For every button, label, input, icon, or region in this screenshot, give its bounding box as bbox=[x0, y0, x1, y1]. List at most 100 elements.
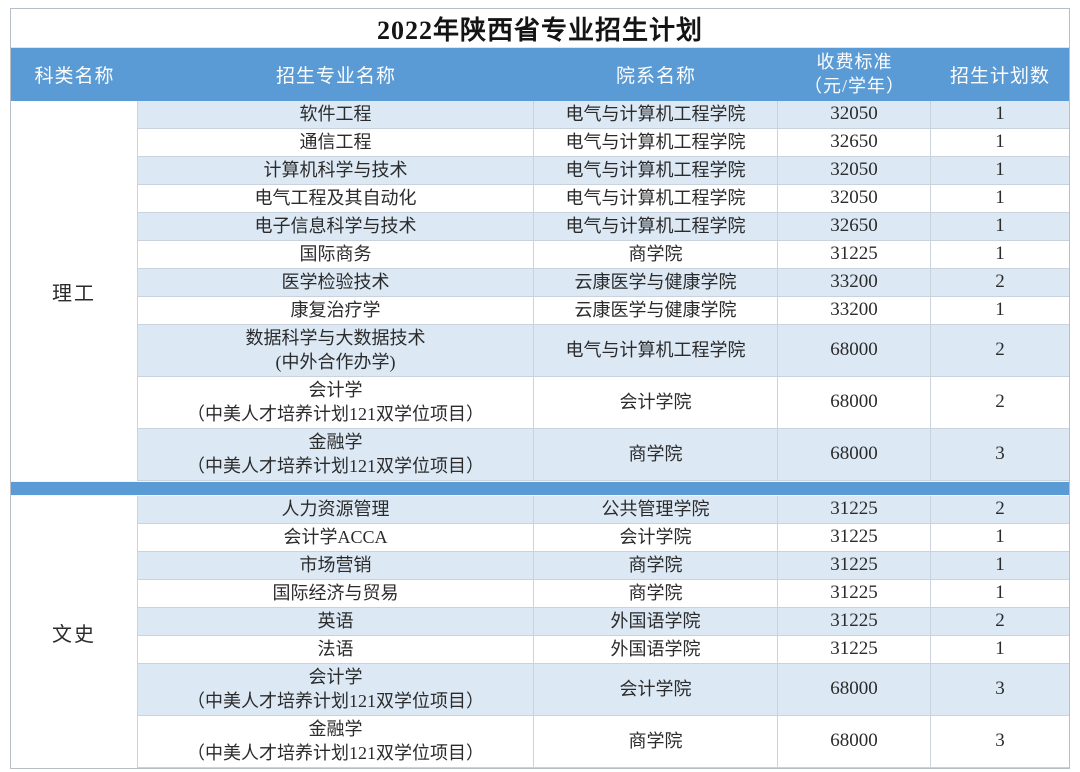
department-cell: 云康医学与健康学院 bbox=[534, 269, 778, 297]
fee-cell: 32650 bbox=[778, 213, 931, 241]
department-cell: 会计学院 bbox=[534, 377, 778, 429]
table-header: 科类名称 招生专业名称 院系名称 收费标准 （元/学年） 招生计划数 bbox=[11, 48, 1069, 101]
major-cell: 会计学 （中美人才培养计划121双学位项目） bbox=[138, 377, 534, 429]
department-cell: 商学院 bbox=[534, 241, 778, 269]
count-cell: 2 bbox=[931, 608, 1069, 636]
major-name: 会计学 bbox=[308, 380, 363, 401]
table-row: 软件工程 电气与计算机工程学院 32050 1 bbox=[138, 101, 1069, 129]
department-cell: 电气与计算机工程学院 bbox=[534, 129, 778, 157]
col-header-fee-line2: （元/学年） bbox=[803, 75, 905, 96]
fee-cell: 33200 bbox=[778, 269, 931, 297]
category-cell: 文史 bbox=[11, 496, 138, 768]
department-cell: 商学院 bbox=[534, 429, 778, 481]
table-row: 康复治疗学 云康医学与健康学院 33200 1 bbox=[138, 297, 1069, 325]
major-cell: 市场营销 bbox=[138, 552, 534, 580]
table-row: 数据科学与大数据技术 (中外合作办学) 电气与计算机工程学院 68000 2 bbox=[138, 325, 1069, 377]
major-cell: 会计学 （中美人才培养计划121双学位项目） bbox=[138, 664, 534, 716]
count-cell: 1 bbox=[931, 241, 1069, 269]
major-subtitle: (中外合作办学) bbox=[275, 351, 396, 372]
section-rows: 软件工程 电气与计算机工程学院 32050 1 通信工程 电气与计算机工程学院 32650 1… bbox=[138, 101, 1069, 481]
fee-cell: 68000 bbox=[778, 664, 931, 716]
count-cell: 1 bbox=[931, 552, 1069, 580]
major-cell: 软件工程 bbox=[138, 101, 534, 129]
count-cell: 1 bbox=[931, 157, 1069, 185]
major-name: 会计学ACCA bbox=[283, 526, 388, 547]
department-cell: 商学院 bbox=[534, 580, 778, 608]
major-subtitle: （中美人才培养计划121双学位项目） bbox=[187, 742, 484, 763]
table-row: 国际商务 商学院 31225 1 bbox=[138, 241, 1069, 269]
count-cell: 2 bbox=[931, 325, 1069, 377]
department-cell: 公共管理学院 bbox=[534, 496, 778, 524]
section-separator bbox=[11, 481, 1069, 496]
table-row: 英语 外国语学院 31225 2 bbox=[138, 608, 1069, 636]
department-cell: 外国语学院 bbox=[534, 608, 778, 636]
count-cell: 3 bbox=[931, 429, 1069, 481]
table-row: 医学检验技术 云康医学与健康学院 33200 2 bbox=[138, 269, 1069, 297]
col-header-category: 科类名称 bbox=[34, 66, 115, 87]
department-cell: 电气与计算机工程学院 bbox=[534, 157, 778, 185]
table-section: 理工 软件工程 电气与计算机工程学院 32050 1 通信工程 电气与计算机工程学院 3265… bbox=[11, 101, 1069, 481]
table-row: 国际经济与贸易 商学院 31225 1 bbox=[138, 580, 1069, 608]
department-cell: 电气与计算机工程学院 bbox=[534, 101, 778, 129]
department-cell: 电气与计算机工程学院 bbox=[534, 185, 778, 213]
enrollment-plan-table: 2022年陕西省专业招生计划 科类名称 招生专业名称 院系名称 收费标准 （元/… bbox=[10, 8, 1070, 769]
fee-cell: 32050 bbox=[778, 157, 931, 185]
category-cell: 理工 bbox=[11, 101, 138, 481]
count-cell: 1 bbox=[931, 185, 1069, 213]
count-cell: 1 bbox=[931, 580, 1069, 608]
major-name: 电气工程及其自动化 bbox=[254, 187, 417, 208]
major-cell: 人力资源管理 bbox=[138, 496, 534, 524]
major-cell: 金融学 （中美人才培养计划121双学位项目） bbox=[138, 429, 534, 481]
major-name: 电子信息科学与技术 bbox=[254, 215, 417, 236]
department-cell: 商学院 bbox=[534, 552, 778, 580]
major-name: 英语 bbox=[317, 610, 354, 631]
major-name: 国际商务 bbox=[299, 243, 372, 264]
col-header-fee-line1: 收费标准 bbox=[816, 52, 893, 73]
table-row: 法语 外国语学院 31225 1 bbox=[138, 636, 1069, 664]
count-cell: 1 bbox=[931, 297, 1069, 325]
major-name: 金融学 bbox=[308, 432, 363, 453]
table-row: 电气工程及其自动化 电气与计算机工程学院 32050 1 bbox=[138, 185, 1069, 213]
department-cell: 云康医学与健康学院 bbox=[534, 297, 778, 325]
table-row: 通信工程 电气与计算机工程学院 32650 1 bbox=[138, 129, 1069, 157]
table-row: 电子信息科学与技术 电气与计算机工程学院 32650 1 bbox=[138, 213, 1069, 241]
col-header-major: 招生专业名称 bbox=[275, 66, 396, 87]
table-row: 金融学 （中美人才培养计划121双学位项目） 商学院 68000 3 bbox=[138, 429, 1069, 481]
table-section: 文史 人力资源管理 公共管理学院 31225 2 会计学ACCA 会计学院 31225 1 市场营… bbox=[11, 496, 1069, 768]
department-cell: 会计学院 bbox=[534, 524, 778, 552]
major-name: 计算机科学与技术 bbox=[263, 159, 408, 180]
table-row: 计算机科学与技术 电气与计算机工程学院 32050 1 bbox=[138, 157, 1069, 185]
major-name: 金融学 bbox=[308, 719, 363, 740]
col-header-fee: 收费标准 （元/学年） bbox=[778, 48, 931, 101]
table-title: 2022年陕西省专业招生计划 bbox=[11, 9, 1069, 48]
major-name: 国际经济与贸易 bbox=[272, 582, 399, 603]
fee-cell: 31225 bbox=[778, 636, 931, 664]
major-cell: 法语 bbox=[138, 636, 534, 664]
major-name: 医学检验技术 bbox=[281, 271, 390, 292]
major-cell: 英语 bbox=[138, 608, 534, 636]
major-name: 通信工程 bbox=[299, 131, 372, 152]
department-cell: 外国语学院 bbox=[534, 636, 778, 664]
major-subtitle: （中美人才培养计划121双学位项目） bbox=[187, 403, 484, 424]
fee-cell: 31225 bbox=[778, 608, 931, 636]
major-name: 康复治疗学 bbox=[290, 299, 381, 320]
count-cell: 3 bbox=[931, 716, 1069, 768]
table-row: 人力资源管理 公共管理学院 31225 2 bbox=[138, 496, 1069, 524]
major-name: 数据科学与大数据技术 bbox=[245, 328, 426, 349]
count-cell: 1 bbox=[931, 101, 1069, 129]
fee-cell: 68000 bbox=[778, 716, 931, 768]
major-cell: 国际经济与贸易 bbox=[138, 580, 534, 608]
fee-cell: 32050 bbox=[778, 185, 931, 213]
major-cell: 会计学ACCA bbox=[138, 524, 534, 552]
table-row: 会计学ACCA 会计学院 31225 1 bbox=[138, 524, 1069, 552]
table-row: 金融学 （中美人才培养计划121双学位项目） 商学院 68000 3 bbox=[138, 716, 1069, 768]
fee-cell: 31225 bbox=[778, 580, 931, 608]
fee-cell: 33200 bbox=[778, 297, 931, 325]
col-header-department: 院系名称 bbox=[615, 66, 696, 87]
major-subtitle: （中美人才培养计划121双学位项目） bbox=[187, 690, 484, 711]
fee-cell: 68000 bbox=[778, 377, 931, 429]
table-body: 理工 软件工程 电气与计算机工程学院 32050 1 通信工程 电气与计算机工程学院 3265… bbox=[11, 101, 1069, 768]
department-cell: 会计学院 bbox=[534, 664, 778, 716]
major-cell: 通信工程 bbox=[138, 129, 534, 157]
